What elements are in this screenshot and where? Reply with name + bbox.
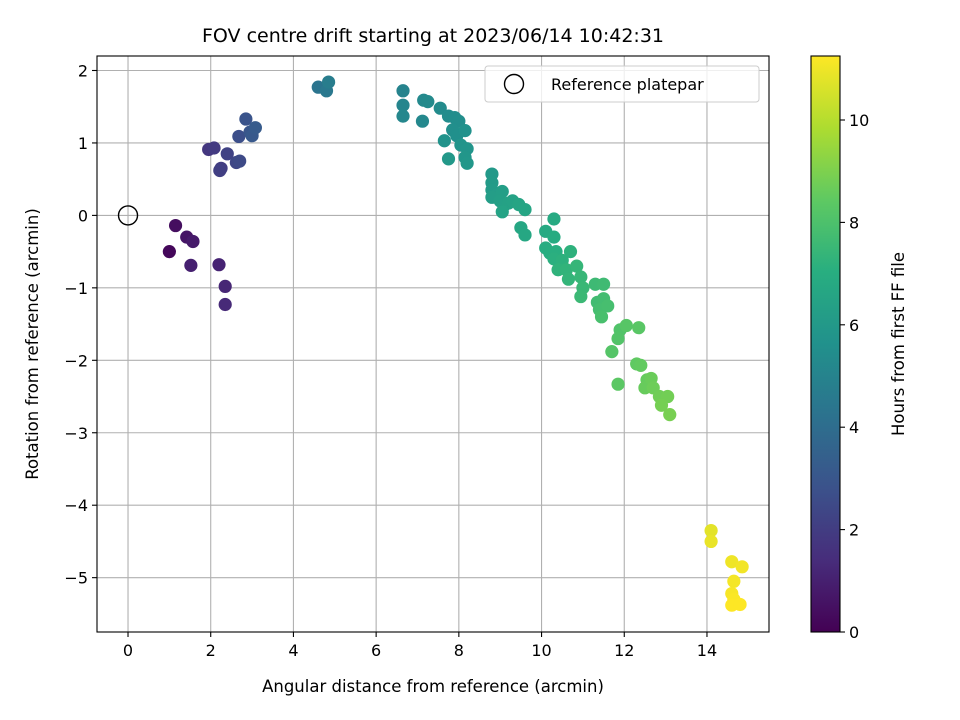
y-axis-ticks: 2 1 0 −1 −2 −3 −4 −5 xyxy=(64,61,97,588)
data-point xyxy=(321,75,336,89)
data-point xyxy=(605,345,619,359)
x-tick-label: 12 xyxy=(614,641,634,660)
data-point xyxy=(220,147,234,161)
colorbar-tick-label: 8 xyxy=(849,213,859,232)
colorbar-ticks: 0 2 4 6 8 10 xyxy=(840,111,869,642)
data-point xyxy=(574,270,588,284)
data-point xyxy=(218,279,232,293)
data-point xyxy=(437,134,451,148)
data-point xyxy=(704,534,718,549)
colorbar-tick-label: 0 xyxy=(849,623,859,642)
data-point xyxy=(594,310,609,324)
data-point xyxy=(396,84,410,98)
data-point xyxy=(433,101,447,115)
data-point xyxy=(654,398,669,412)
data-point xyxy=(396,98,410,112)
legend-label-reference: Reference platepar xyxy=(551,75,704,94)
colorbar-tick-label: 10 xyxy=(849,111,869,130)
grid-lines xyxy=(97,56,769,632)
chart-title: FOV centre drift starting at 2023/06/14 … xyxy=(202,25,664,47)
data-point xyxy=(248,121,262,135)
y-tick-label: 1 xyxy=(78,134,88,153)
data-point xyxy=(663,408,677,422)
data-point xyxy=(415,114,430,128)
data-point xyxy=(632,321,646,335)
data-point xyxy=(563,245,578,259)
x-axis-ticks: 0 2 4 6 8 10 12 14 xyxy=(123,632,717,660)
colorbar-tick-label: 2 xyxy=(849,521,859,540)
data-point xyxy=(704,523,718,538)
data-point xyxy=(233,154,247,168)
legend-box xyxy=(484,65,760,103)
x-tick-label: 6 xyxy=(371,641,381,660)
data-point xyxy=(396,109,410,123)
y-tick-label: −2 xyxy=(64,351,88,370)
x-tick-label: 4 xyxy=(288,641,298,660)
data-point xyxy=(725,555,739,569)
y-tick-label: 0 xyxy=(78,206,88,225)
data-point xyxy=(213,163,227,178)
x-tick-label: 2 xyxy=(206,641,216,660)
legend-reference-marker xyxy=(503,73,525,95)
data-point xyxy=(727,574,741,588)
data-point xyxy=(186,234,200,249)
data-point xyxy=(561,272,576,286)
data-point xyxy=(168,218,183,233)
y-tick-label: −4 xyxy=(64,496,88,515)
data-point xyxy=(495,205,509,219)
colorbar-gradient xyxy=(810,55,841,633)
data-point xyxy=(570,259,584,273)
data-point xyxy=(518,203,532,217)
data-point xyxy=(207,141,221,155)
data-point xyxy=(733,597,747,612)
data-point xyxy=(611,331,625,346)
y-tick-label: −3 xyxy=(64,424,88,443)
data-point xyxy=(611,377,625,391)
data-point xyxy=(596,277,611,291)
data-point xyxy=(518,228,532,242)
plot-frame xyxy=(96,55,770,633)
reference-marker-group xyxy=(117,205,139,226)
data-point xyxy=(184,258,198,272)
legend: Reference platepar xyxy=(484,65,760,103)
y-tick-label: 2 xyxy=(78,61,88,80)
colorbar-label: Hours from first FF file xyxy=(889,252,908,436)
data-point xyxy=(441,152,456,166)
data-point xyxy=(574,289,588,304)
data-point xyxy=(218,297,232,312)
y-tick-label: −5 xyxy=(64,569,88,588)
data-point xyxy=(232,129,246,144)
data-point xyxy=(239,112,253,126)
data-point xyxy=(634,358,648,372)
y-tick-label: −1 xyxy=(64,279,88,298)
y-axis-label: Rotation from reference (arcmin) xyxy=(23,208,42,480)
x-tick-label: 10 xyxy=(531,641,551,660)
data-point xyxy=(619,318,633,333)
colorbar: 0 2 4 6 8 10 Hours from first FF file xyxy=(810,55,908,642)
data-point xyxy=(735,560,749,574)
data-point xyxy=(421,95,435,109)
data-point xyxy=(458,124,472,138)
colorbar-tick-label: 4 xyxy=(849,418,859,437)
data-point xyxy=(547,212,561,226)
x-tick-label: 0 xyxy=(123,641,133,660)
data-point xyxy=(162,245,176,259)
x-axis-label: Angular distance from reference (arcmin) xyxy=(262,677,604,696)
x-tick-label: 8 xyxy=(454,641,464,660)
data-points xyxy=(162,75,749,612)
data-point xyxy=(212,258,226,272)
data-point xyxy=(460,156,474,170)
data-point xyxy=(547,230,561,244)
data-point xyxy=(601,299,615,313)
reference-point-marker xyxy=(117,205,139,226)
colorbar-tick-label: 6 xyxy=(849,316,859,335)
x-tick-label: 14 xyxy=(697,641,717,660)
